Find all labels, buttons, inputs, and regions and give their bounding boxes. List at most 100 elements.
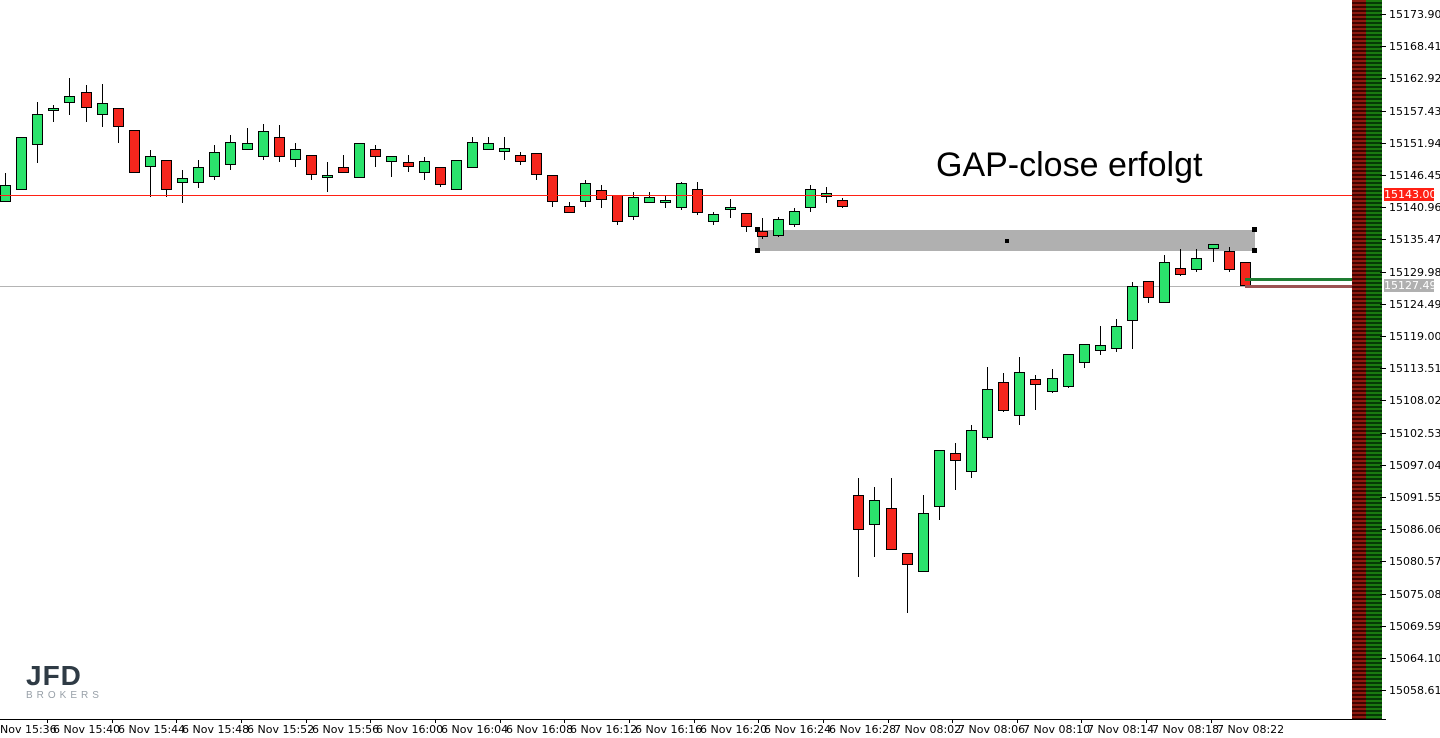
- candle-body: [81, 92, 92, 108]
- jfd-logo-text: JFD: [26, 660, 82, 691]
- time-tick-label: 6 Nov 16:08: [506, 723, 574, 736]
- candle-body: [97, 103, 108, 115]
- price-tick-label: 15080.57: [1389, 555, 1440, 568]
- candle-body: [660, 200, 671, 203]
- candle-body: [499, 148, 510, 152]
- candle-wick: [907, 553, 908, 613]
- candle-body: [982, 389, 993, 438]
- price-tick-label: 15151.94: [1389, 137, 1440, 150]
- candle-body: [64, 96, 75, 103]
- time-tick-mark: [47, 719, 48, 723]
- candle-body: [837, 200, 848, 207]
- price-tick-label: 15157.43: [1389, 105, 1440, 118]
- time-tick-mark: [629, 719, 630, 723]
- candle-body: [451, 160, 462, 190]
- price-tick-dash: [1380, 304, 1386, 305]
- rectangle-anchor[interactable]: [1252, 248, 1257, 253]
- price-tick-label: 15108.02: [1389, 394, 1440, 407]
- candle-body: [338, 167, 349, 173]
- candle-wick: [247, 128, 248, 150]
- bid-line[interactable]: [0, 286, 1352, 287]
- candle-body: [644, 197, 655, 203]
- gap-alert-line[interactable]: [0, 195, 1352, 196]
- rectangle-anchor[interactable]: [1252, 227, 1257, 232]
- time-tick-mark: [370, 719, 371, 723]
- time-tick-mark: [1081, 719, 1082, 723]
- candle-body: [483, 143, 494, 150]
- candle-body: [1079, 344, 1090, 363]
- price-tick-dash: [1380, 594, 1386, 595]
- time-tick-label: 6 Nov 16:20: [700, 723, 768, 736]
- time-axis[interactable]: Nov 15:36 6 Nov 15:40 6 Nov 15:44 6 Nov 15:…: [0, 719, 1440, 738]
- candle-body: [467, 142, 478, 168]
- time-tick-mark: [435, 719, 436, 723]
- candle-body: [1143, 281, 1154, 298]
- candle-body: [725, 207, 736, 210]
- candle-body: [741, 213, 752, 227]
- price-badge: 15127.49: [1384, 279, 1437, 292]
- price-tick-label: 15135.47: [1389, 233, 1440, 246]
- candle-body: [322, 175, 333, 178]
- candle-body: [145, 156, 156, 167]
- candle-wick: [1035, 375, 1036, 410]
- time-tick-mark: [1211, 719, 1212, 723]
- time-tick-label: 6 Nov 15:52: [247, 723, 315, 736]
- price-badge: 15143.00: [1384, 188, 1437, 201]
- price-tick-label: 15064.10: [1389, 652, 1440, 665]
- price-tick-dash: [1380, 46, 1386, 47]
- time-tick-label: 6 Nov 16:28: [829, 723, 897, 736]
- rectangle-center-anchor[interactable]: [1005, 239, 1009, 243]
- candlestick-chart-area[interactable]: GAP-close erfolgt JFD BROKERS: [0, 0, 1352, 720]
- candle-body: [708, 214, 719, 222]
- candle-wick: [343, 155, 344, 173]
- candle-body: [16, 137, 27, 190]
- candle-wick: [182, 170, 183, 203]
- time-tick-label: 7 Nov 08:10: [1023, 723, 1091, 736]
- bid-price-segment: [1245, 285, 1352, 288]
- price-tick-label: 15168.41: [1389, 40, 1440, 53]
- price-tick-label: 15091.55: [1389, 491, 1440, 504]
- ask-price-segment: [1245, 278, 1352, 281]
- time-tick-label: 7 Nov 08:02: [894, 723, 962, 736]
- candle-wick: [53, 105, 54, 122]
- time-tick-label: 6 Nov 16:00: [376, 723, 444, 736]
- candle-body: [1111, 326, 1122, 349]
- candle-body: [934, 450, 945, 507]
- rectangle-anchor[interactable]: [755, 227, 760, 232]
- price-tick-label: 15129.98: [1389, 266, 1440, 279]
- time-tick-label: 6 Nov 15:56: [312, 723, 380, 736]
- candle-body: [258, 131, 269, 157]
- time-tick-label: 7 Nov 08:06: [958, 723, 1026, 736]
- candle-body: [1030, 379, 1041, 385]
- price-tick-dash: [1380, 78, 1386, 79]
- candle-wick: [1180, 249, 1181, 276]
- gap-close-annotation[interactable]: GAP-close erfolgt: [936, 146, 1203, 184]
- rectangle-anchor[interactable]: [755, 248, 760, 253]
- price-tick-dash: [1380, 433, 1386, 434]
- candle-body: [48, 108, 59, 111]
- time-tick-label: 6 Nov 15:44: [118, 723, 186, 736]
- candle-body: [966, 430, 977, 472]
- candle-body: [177, 178, 188, 183]
- time-tick-mark: [694, 719, 695, 723]
- price-tick-dash: [1380, 400, 1386, 401]
- price-tick-dash: [1380, 175, 1386, 176]
- candle-body: [161, 160, 172, 190]
- time-tick-label: 6 Nov 15:48: [182, 723, 250, 736]
- price-tick-dash: [1380, 658, 1386, 659]
- price-tick-label: 15113.51: [1389, 362, 1440, 375]
- candle-body: [547, 175, 558, 202]
- candle-body: [209, 152, 220, 177]
- candle-body: [274, 137, 285, 157]
- candle-body: [628, 197, 639, 217]
- candle-body: [886, 508, 897, 550]
- candle-body: [306, 155, 317, 175]
- candle-body: [242, 143, 253, 150]
- price-tick-label: 15086.06: [1389, 523, 1440, 536]
- candle-body: [32, 114, 43, 145]
- price-tick-dash: [1380, 561, 1386, 562]
- time-tick-mark: [952, 719, 953, 723]
- candle-body: [1127, 286, 1138, 321]
- price-axis[interactable]: 15173.90 15168.41 15162.92 15157.43 15151.94…: [1380, 0, 1440, 720]
- time-tick-label: Nov 15:36: [0, 723, 57, 736]
